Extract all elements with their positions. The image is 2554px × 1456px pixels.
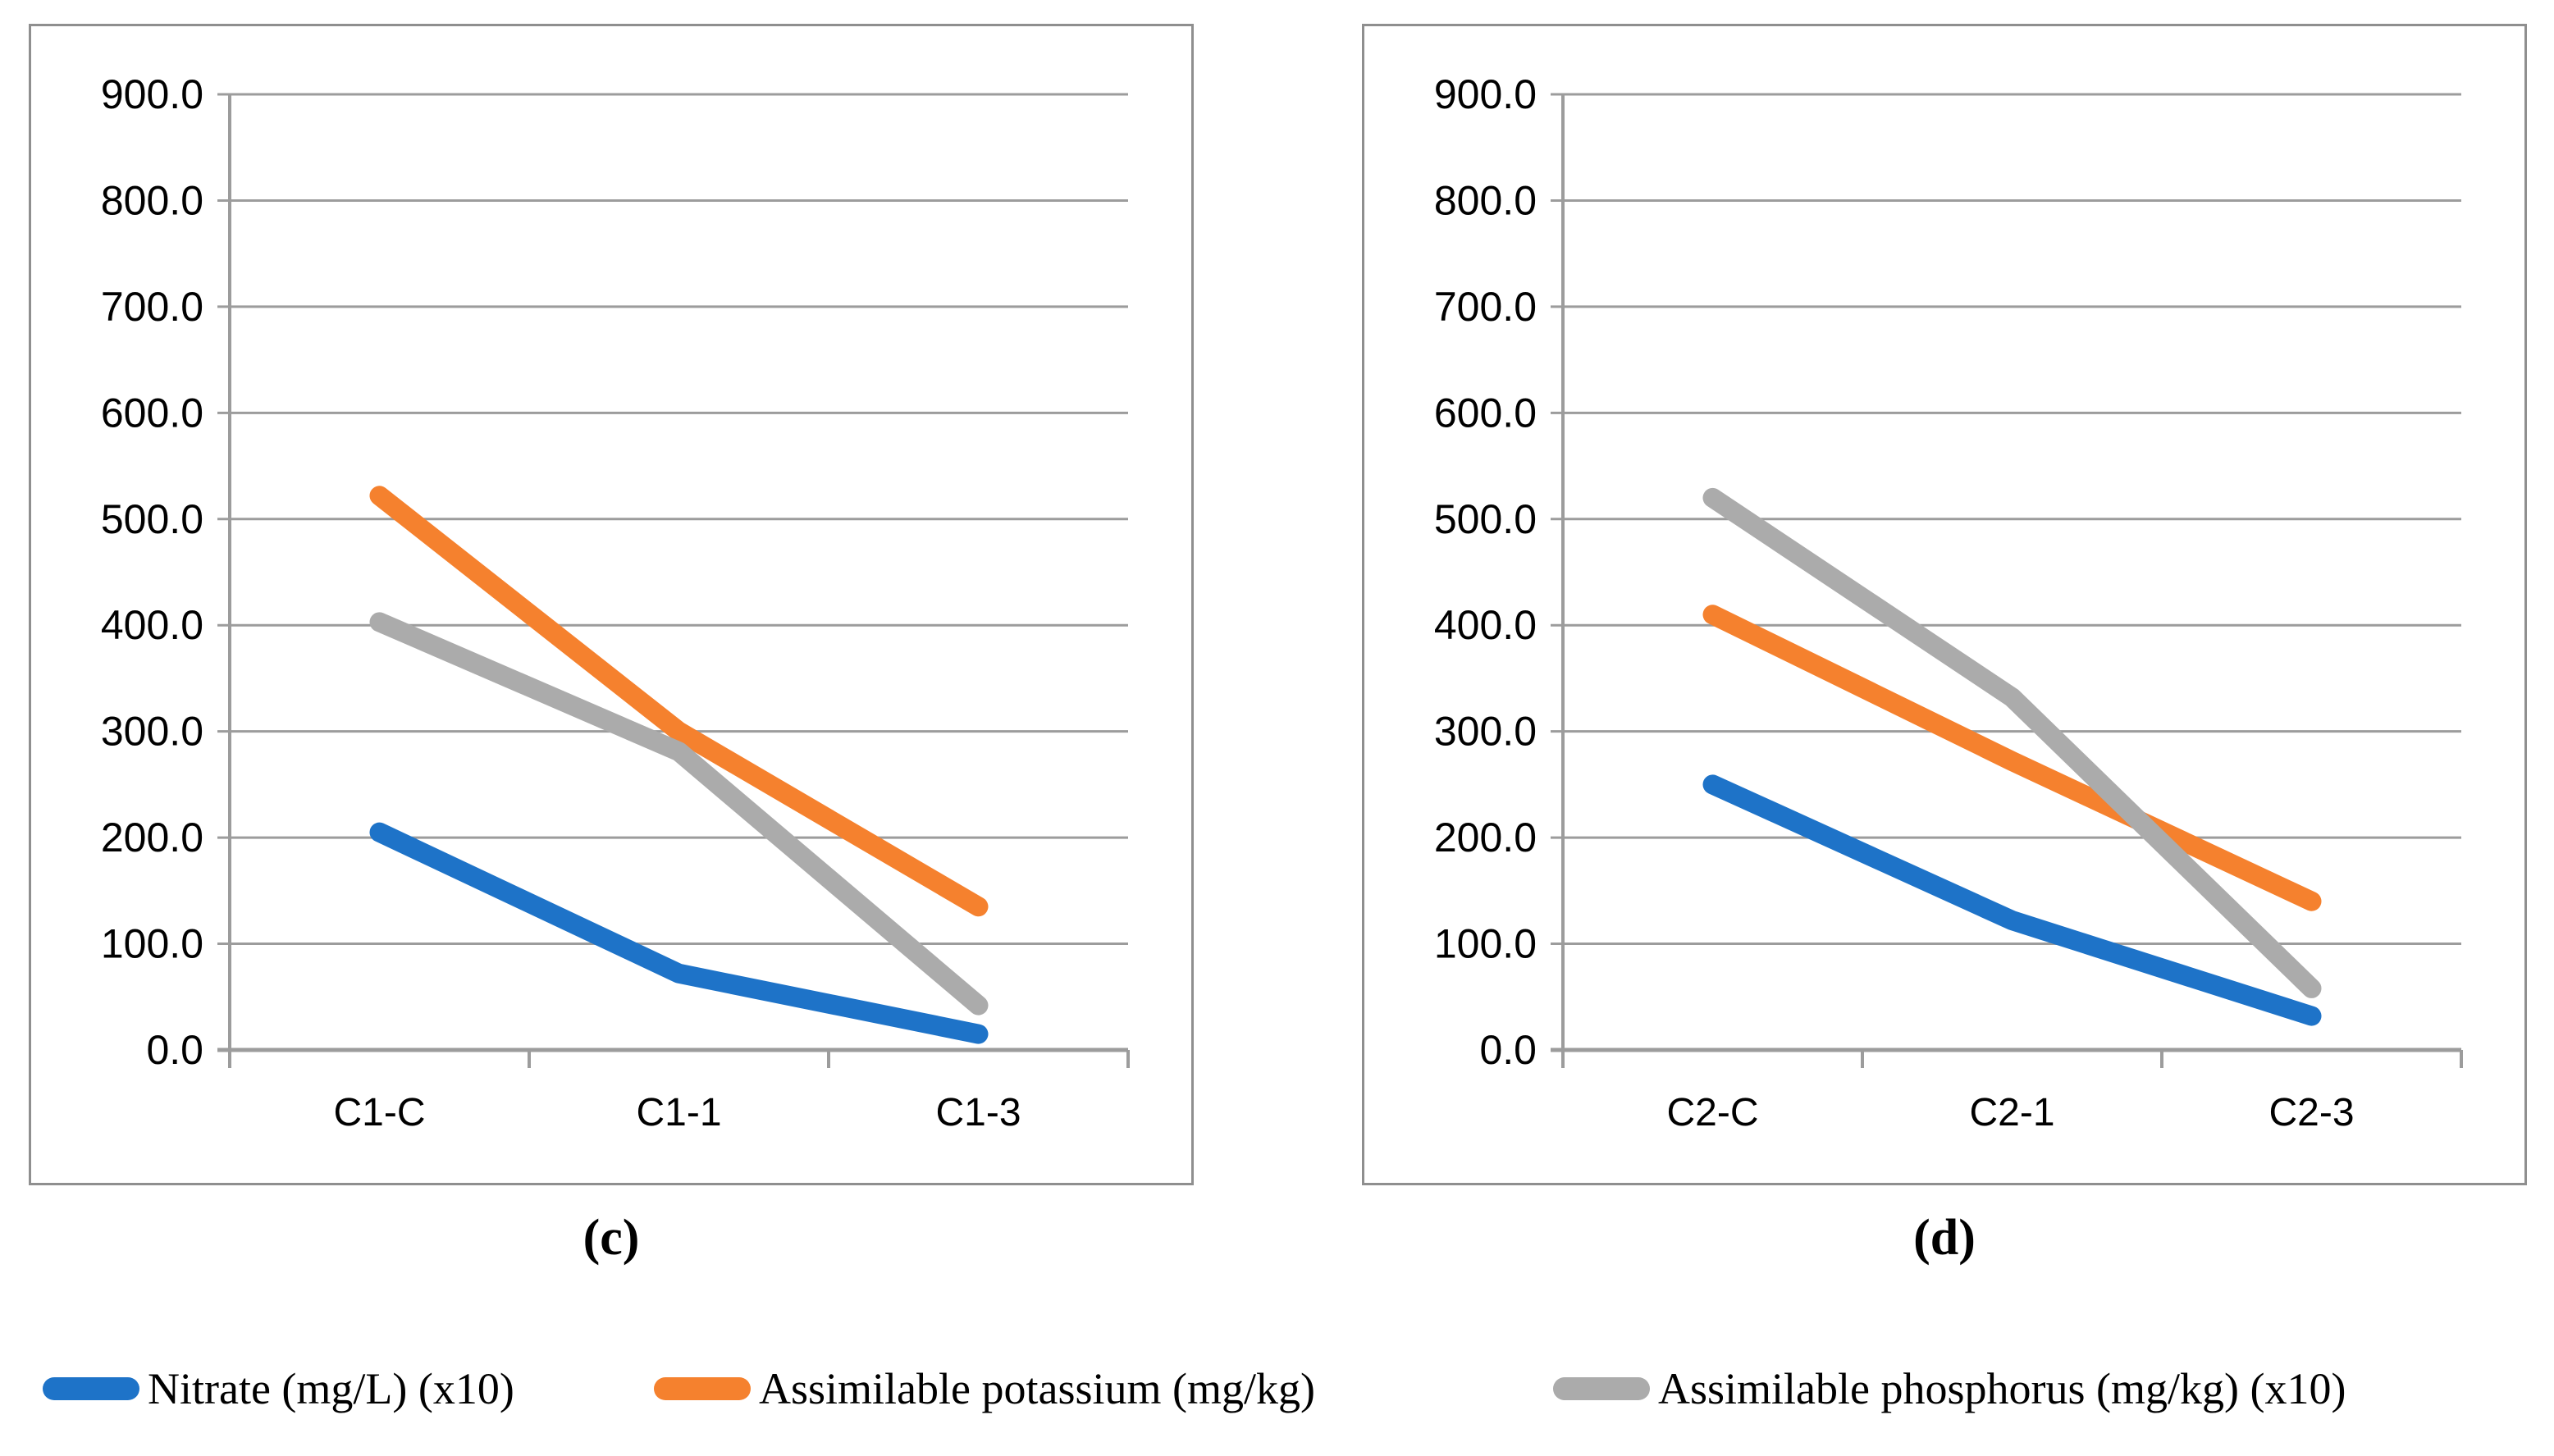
y-tick-label: 600.0: [1434, 390, 1537, 436]
y-tick-label: 300.0: [101, 709, 203, 755]
y-tick-label: 700.0: [101, 284, 203, 330]
y-tick-label: 500.0: [1434, 496, 1537, 542]
series-line-0-chart-0: [369, 822, 989, 1044]
y-tick-label: 800.0: [1434, 177, 1537, 223]
series-line-2-chart-1: [1702, 487, 2322, 998]
series-line-2-chart-0: [369, 612, 989, 1016]
y-tick-label: 900.0: [1434, 71, 1537, 117]
y-tick-label: 600.0: [101, 390, 203, 436]
legend-swatch-icon: [1553, 1377, 1650, 1400]
legend-label: Nitrate (mg/L) (x10): [148, 1364, 514, 1413]
series-line-1-chart-1: [1702, 605, 2322, 911]
y-tick-label: 300.0: [1434, 709, 1537, 755]
legend-item-2: Assimilable phosphorus (mg/kg) (x10): [1553, 1352, 2346, 1426]
chart-caption-c: (c): [583, 1210, 640, 1266]
line-chart-d: 0.0 100.0 200.0 300.0 400.0 500.0 600.0 700.0 80…: [1434, 71, 2463, 1134]
series-line-0-chart-1: [1702, 774, 2322, 1026]
legend-swatch-icon: [43, 1377, 139, 1400]
legend-item-1: Assimilable potassium (mg/kg): [654, 1352, 1315, 1426]
legend-item-0: Nitrate (mg/L) (x10): [43, 1352, 514, 1426]
y-tick-label: 700.0: [1434, 284, 1537, 330]
y-tick-label: 900.0: [101, 71, 203, 117]
legend-label: Assimilable potassium (mg/kg): [759, 1364, 1315, 1413]
y-tick-label: 500.0: [101, 496, 203, 542]
chart-caption-d: (d): [1913, 1210, 1976, 1266]
y-tick-label: 0.0: [1479, 1027, 1537, 1073]
y-tick-label: 200.0: [1434, 815, 1537, 860]
x-tick-label: C1-3: [935, 1091, 1021, 1134]
legend-swatch-icon: [654, 1377, 751, 1400]
y-tick-label: 100.0: [1434, 921, 1537, 967]
x-tick-label: C1-C: [333, 1091, 425, 1134]
series-line-1-chart-0: [369, 486, 989, 917]
x-tick-label: C2-1: [1969, 1091, 2054, 1134]
y-tick-label: 400.0: [1434, 602, 1537, 648]
legend-label: Assimilable phosphorus (mg/kg) (x10): [1658, 1364, 2346, 1413]
line-chart-c: 0.0 100.0 200.0 300.0 400.0 500.0 600.0 700.0 80…: [101, 71, 1130, 1134]
y-tick-label: 800.0: [101, 177, 203, 223]
x-tick-label: C2-3: [2268, 1091, 2354, 1134]
y-tick-label: 400.0: [101, 602, 203, 648]
chart-panel-d: 0.0 100.0 200.0 300.0 400.0 500.0 600.0 700.0 80…: [1362, 24, 2527, 1185]
y-tick-label: 200.0: [101, 815, 203, 860]
chart-panel-c: 0.0 100.0 200.0 300.0 400.0 500.0 600.0 700.0 80…: [29, 24, 1194, 1185]
x-tick-label: C2-C: [1666, 1091, 1758, 1134]
x-tick-label: C1-1: [636, 1091, 721, 1134]
y-tick-label: 100.0: [101, 921, 203, 967]
chart-legend: Nitrate (mg/L) (x10) Assimilable potassiu…: [0, 1352, 2554, 1426]
y-tick-label: 0.0: [146, 1027, 203, 1073]
